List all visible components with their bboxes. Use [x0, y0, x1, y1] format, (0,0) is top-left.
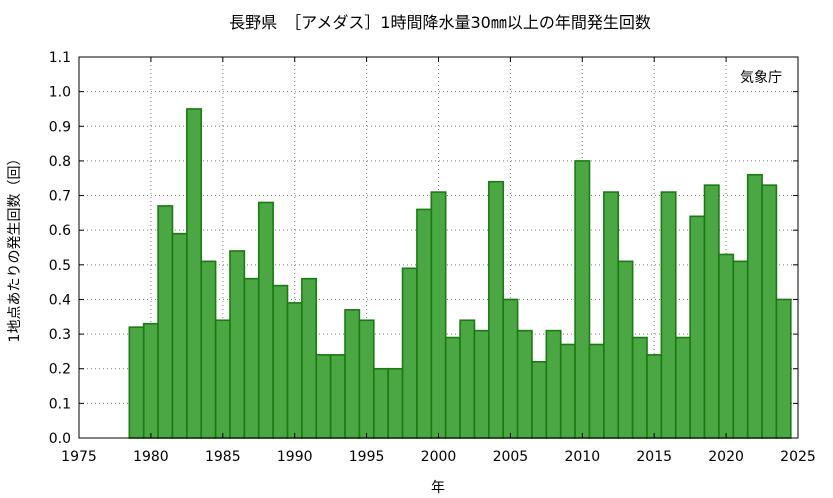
bar-1990 [286, 302, 303, 439]
bar-2019 [703, 184, 720, 439]
x-axis-label: 年 [431, 480, 445, 496]
bar-1987 [243, 277, 260, 439]
bar-2012 [603, 191, 620, 439]
bar-1999 [416, 208, 433, 439]
bar-2010 [574, 160, 591, 439]
x-tick-label: 2010 [564, 449, 600, 465]
x-tick-label: 2005 [493, 449, 529, 465]
bar-1998 [401, 267, 418, 439]
x-tick-label: 1980 [133, 449, 169, 465]
y-tick-label: 0.4 [49, 292, 71, 308]
y-tick-label: 0.2 [49, 362, 71, 378]
y-tick-label: 0.7 [49, 189, 71, 205]
bar-1983 [186, 108, 203, 439]
x-tick-label: 1975 [61, 449, 97, 465]
y-tick-label: 0.3 [49, 327, 71, 343]
x-tick-label: 2020 [708, 449, 744, 465]
y-axis-label: 1地点あたりの発生回数（回） [7, 152, 23, 343]
y-tick-label: 1.0 [49, 85, 71, 101]
bar-2013 [617, 260, 634, 439]
bar-1993 [329, 354, 346, 439]
bar-2016 [660, 191, 677, 439]
bar-1988 [257, 201, 274, 439]
bar-2005 [502, 298, 519, 439]
bars [128, 108, 792, 439]
bar-1991 [301, 277, 318, 439]
bar-2022 [746, 173, 763, 439]
x-tick-label: 2015 [636, 449, 672, 465]
bar-1979 [128, 326, 145, 439]
bar-1996 [372, 367, 389, 439]
bar-2004 [488, 180, 505, 439]
axis-ticks: 0.0 0.1 0.2 0.3 0.4 0.5 0.6 0.7 0.8 0.9 1.0 1.1 1975… [49, 50, 816, 465]
bar-2008 [545, 329, 562, 439]
x-tick-label: 2000 [421, 449, 457, 465]
bar-2017 [674, 336, 691, 439]
bar-2003 [473, 329, 490, 439]
source-label: 気象庁 [740, 70, 782, 86]
chart-title: 長野県 ［アメダス］1時間降水量30㎜以上の年間発生回数 [229, 13, 651, 32]
bar-2006 [516, 329, 533, 439]
x-tick-label: 1990 [277, 449, 313, 465]
bar-2018 [689, 215, 706, 439]
y-tick-label: 0.9 [49, 119, 71, 135]
bar-2024 [775, 298, 792, 439]
x-tick-label: 1985 [205, 449, 241, 465]
bar-1981 [157, 205, 174, 439]
bar-2001 [444, 336, 461, 439]
bar-1980 [142, 322, 159, 439]
y-tick-label: 0.1 [49, 396, 71, 412]
bar-1985 [214, 319, 231, 439]
y-tick-label: 0.5 [49, 258, 71, 274]
y-tick-label: 0.0 [49, 431, 71, 447]
y-tick-label: 1.1 [49, 50, 71, 66]
bar-2000 [430, 191, 447, 439]
bar-1995 [358, 319, 375, 439]
bar-1989 [272, 284, 289, 439]
bar-2023 [761, 184, 778, 439]
y-tick-label: 0.6 [49, 223, 71, 239]
bar-2011 [588, 343, 605, 439]
x-tick-label: 1995 [349, 449, 385, 465]
bar-2009 [559, 343, 576, 439]
bar-1994 [344, 309, 361, 439]
bar-1986 [229, 250, 246, 439]
bar-2015 [646, 354, 663, 439]
bar-2020 [718, 253, 735, 439]
x-tick-label: 2025 [780, 449, 816, 465]
bar-2002 [459, 319, 476, 439]
bar-2021 [732, 260, 749, 439]
bar-2007 [531, 360, 548, 439]
bar-1992 [315, 354, 332, 439]
bar-2014 [631, 336, 648, 439]
bar-1984 [200, 260, 217, 439]
bar-1982 [171, 232, 188, 439]
bar-1997 [387, 367, 404, 439]
y-tick-label: 0.8 [49, 154, 71, 170]
